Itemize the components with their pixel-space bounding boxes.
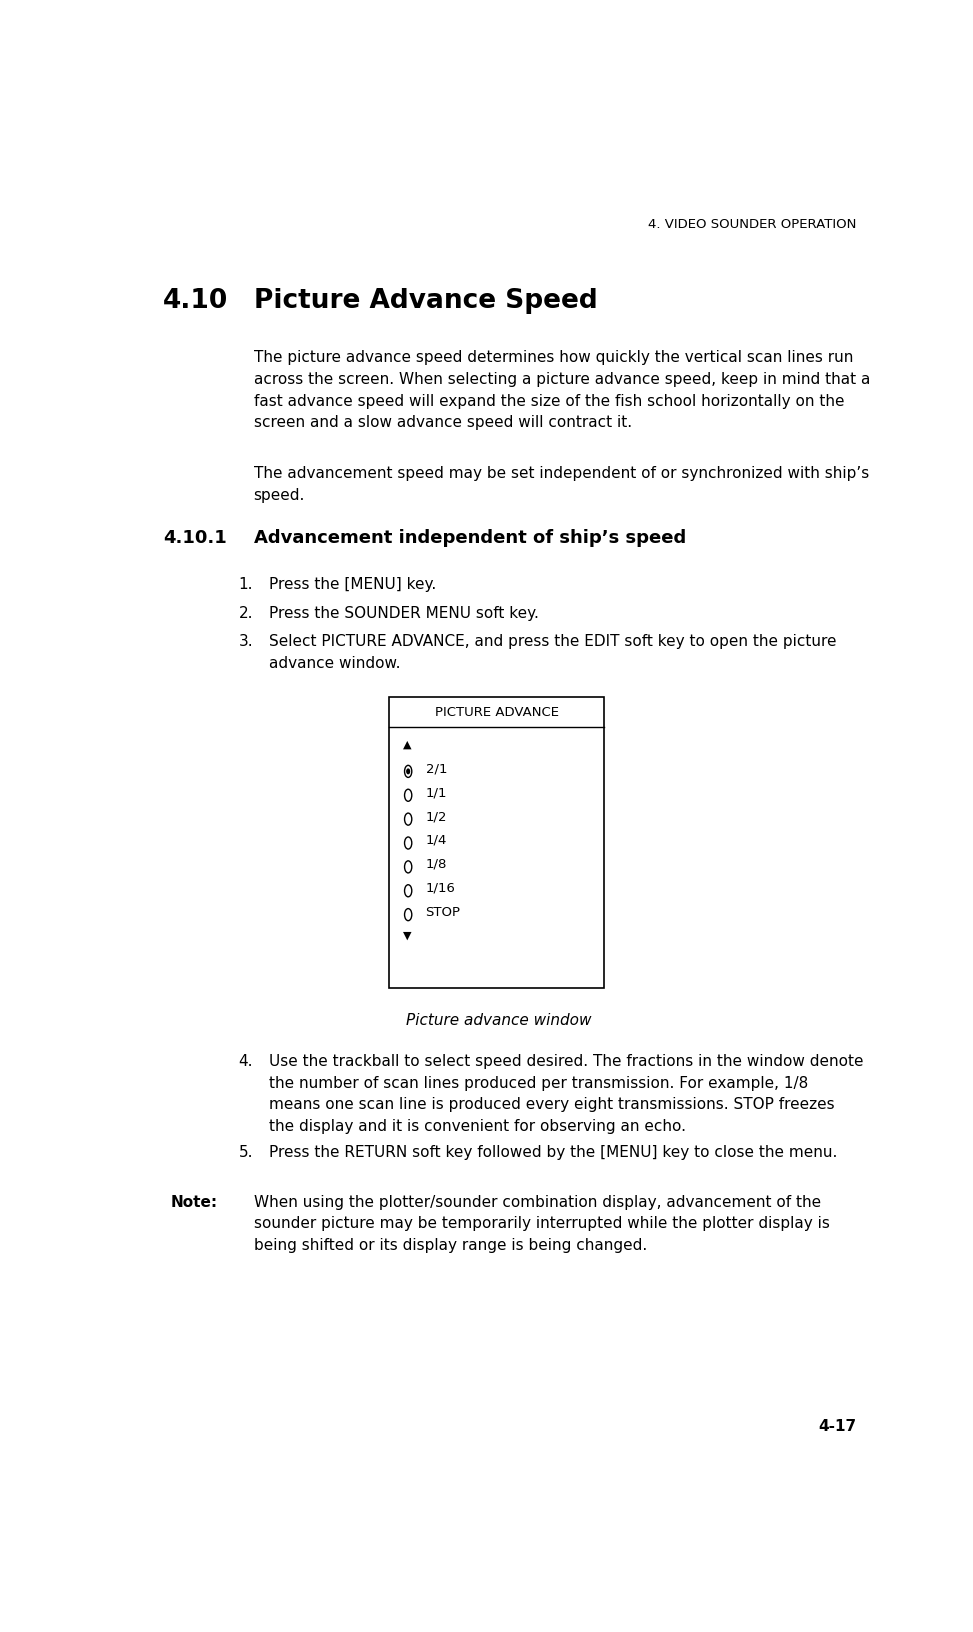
Circle shape <box>407 769 410 774</box>
Bar <box>389 697 604 987</box>
Text: 1/1: 1/1 <box>425 787 447 800</box>
Text: The picture advance speed determines how quickly the vertical scan lines run
acr: The picture advance speed determines how… <box>254 351 870 431</box>
Text: PICTURE ADVANCE: PICTURE ADVANCE <box>435 705 559 718</box>
Text: ▲: ▲ <box>403 739 412 751</box>
Text: The advancement speed may be set independent of or synchronized with ship’s
spee: The advancement speed may be set indepen… <box>254 467 869 503</box>
Text: ▼: ▼ <box>403 930 412 942</box>
Text: 4-17: 4-17 <box>818 1418 857 1433</box>
Text: 1/4: 1/4 <box>425 834 447 847</box>
Text: Use the trackball to select speed desired. The fractions in the window denote
th: Use the trackball to select speed desire… <box>269 1054 863 1134</box>
Text: Select PICTURE ADVANCE, and press the EDIT soft key to open the picture
advance : Select PICTURE ADVANCE, and press the ED… <box>269 635 836 671</box>
Text: Advancement independent of ship’s speed: Advancement independent of ship’s speed <box>254 529 686 547</box>
Text: Note:: Note: <box>170 1195 218 1209</box>
Text: 4. VIDEO SOUNDER OPERATION: 4. VIDEO SOUNDER OPERATION <box>648 219 857 232</box>
Text: Picture Advance Speed: Picture Advance Speed <box>254 287 597 313</box>
Text: 2.: 2. <box>238 605 253 620</box>
Text: 3.: 3. <box>238 635 253 650</box>
Text: 4.10: 4.10 <box>163 287 229 313</box>
Text: 5.: 5. <box>238 1144 253 1160</box>
Text: Picture advance window: Picture advance window <box>406 1013 592 1028</box>
Text: 2/1: 2/1 <box>425 762 447 775</box>
Text: 4.: 4. <box>238 1054 253 1069</box>
Text: 1.: 1. <box>238 576 253 592</box>
Text: STOP: STOP <box>425 906 460 919</box>
Text: 4.10.1: 4.10.1 <box>163 529 227 547</box>
Text: Press the SOUNDER MENU soft key.: Press the SOUNDER MENU soft key. <box>269 605 538 620</box>
Text: When using the plotter/sounder combination display, advancement of the
sounder p: When using the plotter/sounder combinati… <box>254 1195 829 1253</box>
Text: Press the [MENU] key.: Press the [MENU] key. <box>269 576 436 592</box>
Text: 1/8: 1/8 <box>425 858 447 871</box>
Text: 1/16: 1/16 <box>425 881 455 894</box>
Text: Press the RETURN soft key followed by the [MENU] key to close the menu.: Press the RETURN soft key followed by th… <box>269 1144 837 1160</box>
Text: 1/2: 1/2 <box>425 809 447 823</box>
